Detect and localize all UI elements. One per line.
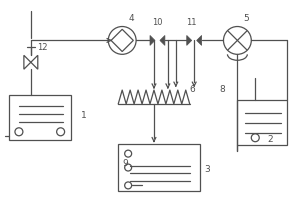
Polygon shape [150, 35, 155, 45]
Text: 4: 4 [128, 14, 134, 23]
Polygon shape [187, 35, 192, 45]
Bar [9, 95, 70, 140]
Text: 2: 2 [267, 135, 273, 144]
Polygon shape [197, 35, 202, 45]
Text: 8: 8 [220, 85, 225, 94]
Text: 10: 10 [152, 18, 163, 27]
Polygon shape [160, 35, 165, 45]
Text: 12: 12 [37, 43, 47, 52]
Text: 9: 9 [122, 159, 128, 168]
Text: 3: 3 [205, 164, 210, 173]
Text: 5: 5 [243, 14, 249, 23]
Bar [237, 100, 287, 145]
Bar [118, 144, 200, 191]
Text: 11: 11 [186, 18, 196, 27]
Text: 1: 1 [80, 111, 86, 120]
Text: 6: 6 [190, 85, 196, 94]
